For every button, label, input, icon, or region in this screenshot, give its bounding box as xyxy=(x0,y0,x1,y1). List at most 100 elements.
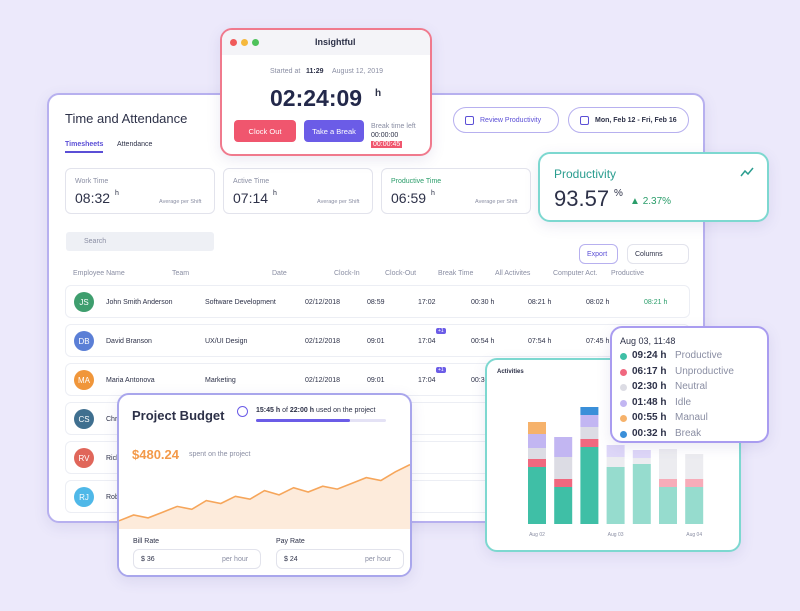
legend-swatch xyxy=(620,430,627,438)
tab[interactable]: Attendance xyxy=(117,141,153,148)
cell: 00:54 h xyxy=(471,338,495,345)
legend-swatch xyxy=(620,384,627,391)
legend-value: 00:32 h xyxy=(632,427,667,439)
search-box[interactable]: Search xyxy=(66,232,214,251)
clock-out-button[interactable]: Clock Out xyxy=(234,120,296,142)
break-button[interactable]: Take a Break xyxy=(304,120,364,142)
button-label: Review Productivity xyxy=(480,117,542,124)
button-label: Columns xyxy=(635,251,663,258)
avatar: MA xyxy=(74,370,94,390)
column-header: Computer Act. xyxy=(553,270,598,277)
bar-segment xyxy=(632,450,651,458)
column-header: Break Time xyxy=(438,270,474,277)
columns-button[interactable]: Columns xyxy=(627,244,689,264)
bar-segment xyxy=(606,467,625,524)
cell: 00:30 h xyxy=(471,377,495,384)
cell: 09:01 xyxy=(367,338,385,345)
of: of xyxy=(282,407,288,414)
stat-note: Average per Shift xyxy=(317,199,360,205)
cell: David Branson xyxy=(106,338,152,345)
column-header: Productive xyxy=(611,270,645,277)
timer-card: Insightful Started at 11:29 August 12, 2… xyxy=(220,28,432,156)
stat-value: 06:59 xyxy=(391,190,427,206)
bar-segment xyxy=(580,407,599,415)
bar-segment xyxy=(554,457,573,479)
tab[interactable]: Timesheets xyxy=(65,141,104,153)
cell: 08:21 h xyxy=(528,299,552,306)
budget-chart xyxy=(119,463,410,530)
button-label: Mon, Feb 12 - Fri, Feb 16 xyxy=(595,117,677,124)
stat-unit: h xyxy=(115,190,119,197)
bar-segment xyxy=(528,459,546,467)
pay-label: Pay Rate xyxy=(276,538,305,545)
stat-label: Active Time xyxy=(233,178,270,185)
column-header: Clock-In xyxy=(334,270,360,277)
x-tick-label: Aug 03 xyxy=(608,532,624,538)
badge: +1 xyxy=(436,367,446,373)
bar-segment xyxy=(580,415,599,427)
cell: UX/UI Design xyxy=(205,338,248,345)
icon xyxy=(580,116,589,125)
productivity-card: Productivity 93.57 % ▲ 2.37% xyxy=(538,152,769,222)
legend-name: Unproductive xyxy=(675,365,734,377)
cell: Maria Antonova xyxy=(106,377,155,384)
cell: Chri xyxy=(106,416,119,423)
cell: 17:04 xyxy=(418,338,436,345)
stat-value: 07:14 xyxy=(233,190,269,206)
activities-chart: Aug 02 Aug 03 Aug 04 xyxy=(528,407,704,538)
bar-segment xyxy=(685,487,704,524)
icon xyxy=(465,116,474,125)
badge: +1 xyxy=(436,328,446,334)
legend-swatch xyxy=(620,415,627,422)
used: 15:45 h xyxy=(256,407,281,414)
legend-value: 09:24 h xyxy=(632,350,667,361)
legend-name: Neutral xyxy=(675,381,708,392)
bar-segment xyxy=(554,487,573,524)
cell: John Smith Anderson xyxy=(106,299,173,306)
avatar: JS xyxy=(74,292,94,312)
bar-segment xyxy=(606,457,625,467)
dot xyxy=(241,39,248,46)
button-label: Export xyxy=(587,251,608,258)
stat-label: Work Time xyxy=(75,178,109,185)
stat-note: Average per Shift xyxy=(159,199,202,205)
column-header: Clock-Out xyxy=(385,270,417,277)
bar-segment xyxy=(580,427,599,439)
legend-name: Manaul xyxy=(675,412,708,423)
cell: 07:54 h xyxy=(528,338,552,345)
used-label: used on the project xyxy=(315,407,376,414)
bill-value: $ 36 xyxy=(141,556,155,563)
cell: 08:21 h xyxy=(644,299,668,306)
card-title: Activities xyxy=(497,369,524,375)
tooltip-title: Aug 03, 11:48 xyxy=(620,336,676,346)
bar-segment xyxy=(528,422,546,434)
date-range-button[interactable]: Mon, Feb 12 - Fri, Feb 16 xyxy=(568,107,689,133)
x-tick-label: Aug 04 xyxy=(686,532,702,538)
break-label: Break time left xyxy=(371,123,416,130)
stat-unit: h xyxy=(431,190,435,197)
legend-name: Productive xyxy=(675,350,723,361)
bar-segment xyxy=(685,454,704,479)
legend-value: 01:48 h xyxy=(632,396,667,408)
cell: 17:02 xyxy=(418,299,436,306)
cell: 17:04 xyxy=(418,377,436,384)
pay-input[interactable]: $ 24 per hour xyxy=(276,549,404,569)
bar-segment xyxy=(580,447,599,524)
stat-card: Productive Time 06:59 h Average per Shift xyxy=(381,168,531,214)
footer xyxy=(119,529,410,575)
cell: Rich xyxy=(106,455,121,462)
trend-icon xyxy=(740,167,754,177)
budget-card: Project Budget 15:45 h of 22:00 h used o… xyxy=(117,393,412,577)
elapsed: 02:24:09 xyxy=(270,85,363,111)
bill-input[interactable]: $ 36 per hour xyxy=(133,549,261,569)
legend-name: Break xyxy=(675,427,702,439)
stat-label: Productive Time xyxy=(391,178,442,185)
break-over: 00:00:45 xyxy=(371,141,403,148)
bar-segment xyxy=(528,448,546,459)
total: 22:00 h xyxy=(289,407,314,414)
tooltip: Aug 03, 11:48 09:24 h Productive 06:17 h Un… xyxy=(610,326,769,443)
x-tick-label: Aug 02 xyxy=(529,532,545,538)
export-button[interactable]: Export xyxy=(579,244,618,264)
stat-card: Active Time 07:14 h Average per Shift xyxy=(223,168,373,214)
review-button[interactable]: Review Productivity xyxy=(453,107,559,133)
